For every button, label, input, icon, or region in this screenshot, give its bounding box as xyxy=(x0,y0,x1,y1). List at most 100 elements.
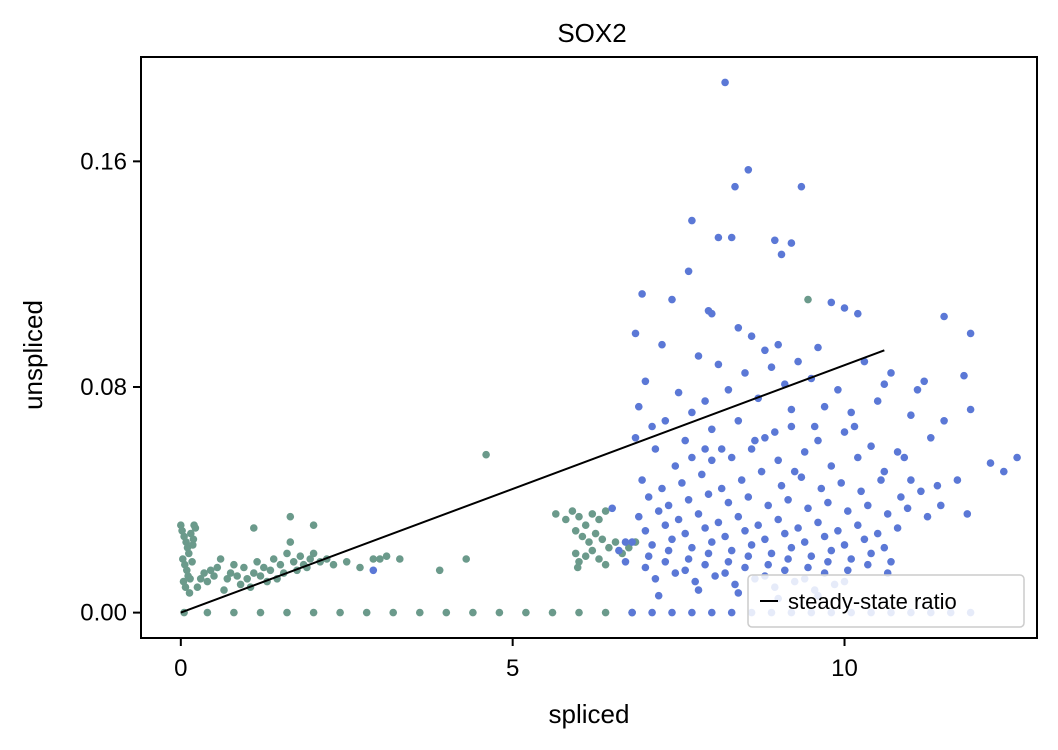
y-tick-label: 0.16 xyxy=(80,148,127,175)
data-point-green xyxy=(233,572,241,580)
data-point-blue xyxy=(628,538,636,546)
data-point-blue xyxy=(735,513,743,521)
data-point-green xyxy=(396,555,404,563)
data-point-blue xyxy=(718,485,726,493)
data-point-blue xyxy=(864,561,872,569)
data-point-green xyxy=(336,609,344,617)
data-point-blue xyxy=(635,403,643,411)
data-point-blue xyxy=(798,473,806,481)
data-point-green xyxy=(214,564,222,572)
data-point-blue xyxy=(788,544,796,552)
data-point-green xyxy=(389,609,397,617)
data-point-green xyxy=(575,609,583,617)
data-point-blue xyxy=(854,521,862,529)
data-point-green xyxy=(192,524,200,532)
data-point-green xyxy=(602,609,610,617)
data-point-blue xyxy=(728,454,736,462)
data-point-blue xyxy=(668,609,676,617)
data-point-green xyxy=(277,561,285,569)
data-point-blue xyxy=(705,490,713,498)
legend-label: steady-state ratio xyxy=(788,589,957,614)
data-point-blue xyxy=(774,516,782,524)
data-point-blue xyxy=(685,268,693,276)
data-point-blue xyxy=(652,575,660,583)
data-point-blue xyxy=(784,496,792,504)
data-point-blue xyxy=(854,310,862,318)
data-point-green xyxy=(343,558,351,566)
data-point-blue xyxy=(708,426,716,434)
data-point-blue xyxy=(788,406,796,414)
data-point-blue xyxy=(681,567,689,575)
data-point-blue xyxy=(751,437,759,445)
data-point-blue xyxy=(867,442,875,450)
data-point-blue xyxy=(655,592,663,600)
data-point-blue xyxy=(685,555,693,563)
data-point-green xyxy=(188,558,196,566)
data-point-green xyxy=(227,569,235,577)
data-point-blue xyxy=(1000,468,1008,476)
data-point-green xyxy=(204,609,212,617)
data-point-green xyxy=(574,564,582,572)
data-point-blue xyxy=(887,558,895,566)
data-point-blue xyxy=(638,290,646,298)
data-point-blue xyxy=(897,493,905,501)
data-point-blue xyxy=(940,417,948,425)
data-point-blue xyxy=(731,183,739,191)
data-point-blue xyxy=(781,567,789,575)
data-point-blue xyxy=(672,569,680,577)
data-point-green xyxy=(240,564,248,572)
data-point-blue xyxy=(735,324,743,332)
data-point-blue xyxy=(705,550,713,558)
data-point-blue xyxy=(761,347,769,355)
data-point-blue xyxy=(874,530,882,538)
data-point-blue xyxy=(645,552,653,560)
data-point-green xyxy=(200,569,208,577)
data-point-blue xyxy=(794,524,802,532)
data-point-blue xyxy=(695,586,703,594)
data-point-green xyxy=(605,544,613,552)
data-point-green xyxy=(612,538,620,546)
data-point-blue xyxy=(662,417,670,425)
data-point-blue xyxy=(784,555,792,563)
data-point-green xyxy=(370,555,378,563)
data-point-blue xyxy=(771,237,779,245)
data-point-green xyxy=(230,609,238,617)
data-point-blue xyxy=(672,462,680,470)
data-point-blue xyxy=(622,558,630,566)
data-point-green xyxy=(582,552,590,560)
data-point-blue xyxy=(824,499,832,507)
data-point-blue xyxy=(861,536,869,544)
data-point-blue xyxy=(642,378,650,386)
data-point-green xyxy=(210,572,218,580)
data-point-blue xyxy=(781,530,789,538)
data-point-blue xyxy=(801,538,809,546)
chart-title: SOX2 xyxy=(557,18,626,48)
data-point-blue xyxy=(370,567,378,575)
data-point-blue xyxy=(814,437,822,445)
data-point-blue xyxy=(731,581,739,589)
data-point-blue xyxy=(748,541,756,549)
data-point-green xyxy=(356,564,364,572)
data-point-blue xyxy=(685,496,693,504)
data-point-blue xyxy=(917,488,925,496)
data-point-green xyxy=(310,521,318,529)
data-point-blue xyxy=(725,499,733,507)
data-point-green xyxy=(310,609,318,617)
data-point-blue xyxy=(741,564,749,572)
data-point-green xyxy=(260,564,268,572)
data-point-blue xyxy=(847,409,855,417)
data-point-blue xyxy=(828,299,836,307)
data-point-blue xyxy=(701,445,709,453)
data-point-blue xyxy=(678,479,686,487)
data-point-blue xyxy=(662,558,670,566)
data-point-blue xyxy=(741,369,749,377)
data-point-blue xyxy=(874,397,882,405)
data-point-blue xyxy=(774,341,782,349)
data-point-blue xyxy=(648,609,656,617)
data-point-blue xyxy=(914,386,922,394)
data-point-green xyxy=(522,609,530,617)
data-point-green xyxy=(416,609,424,617)
data-point-blue xyxy=(708,538,716,546)
data-point-blue xyxy=(721,79,729,87)
